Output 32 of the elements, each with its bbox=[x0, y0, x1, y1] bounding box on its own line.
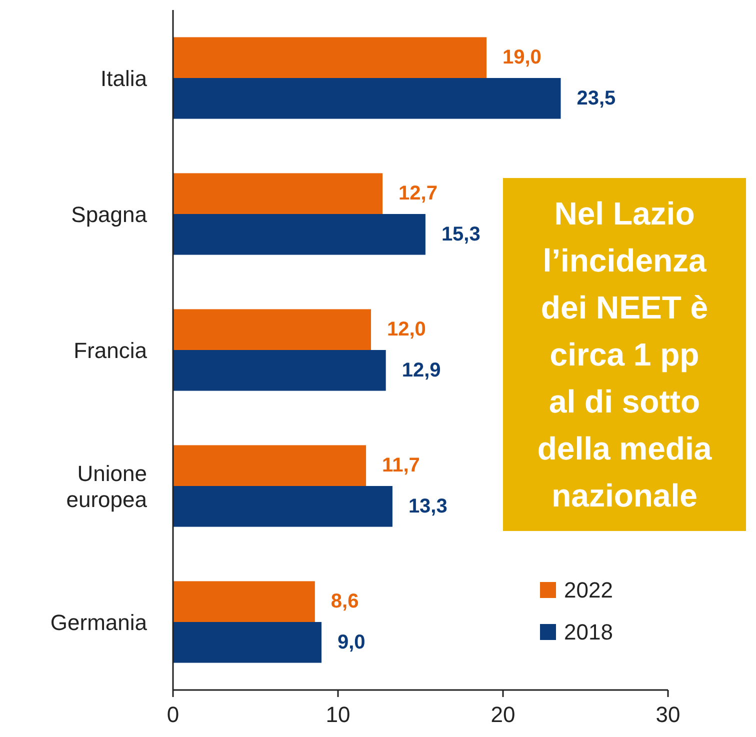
data-label: 9,0 bbox=[338, 631, 366, 654]
bar bbox=[173, 445, 366, 486]
bar bbox=[173, 214, 426, 255]
legend-label: 2022 bbox=[564, 578, 613, 602]
data-label: 8,6 bbox=[330, 590, 359, 613]
data-label: 12,0 bbox=[387, 318, 426, 341]
y-tick-label: Italia bbox=[100, 66, 148, 90]
x-tick-label: 0 bbox=[166, 702, 180, 727]
bar bbox=[173, 622, 322, 663]
bar bbox=[173, 173, 383, 214]
data-label: 12,7 bbox=[398, 182, 438, 205]
x-tick-label: 10 bbox=[326, 702, 350, 727]
bar bbox=[173, 78, 561, 119]
data-label: 11,7 bbox=[382, 454, 420, 477]
bar bbox=[173, 350, 386, 391]
y-tick-label: Unione europea bbox=[66, 460, 148, 512]
y-tick-label: Francia bbox=[74, 338, 148, 362]
data-label: 12,9 bbox=[402, 359, 441, 382]
data-label: 15,3 bbox=[441, 223, 480, 246]
annotation: Nel Lazio l’incidenza dei NEET è circa 1 pp al di sotto della media nazionale bbox=[537, 196, 712, 514]
y-tick-label: Germania bbox=[50, 610, 148, 634]
legend-label: 2018 bbox=[564, 620, 613, 644]
data-label: 23,5 bbox=[576, 87, 616, 110]
bar bbox=[173, 37, 486, 78]
x-tick-label: 30 bbox=[656, 702, 680, 727]
bar bbox=[173, 581, 315, 622]
data-label: 19,0 bbox=[502, 46, 542, 69]
bar bbox=[173, 486, 392, 527]
bar bbox=[173, 309, 371, 350]
x-tick-label: 20 bbox=[490, 702, 516, 727]
y-tick-label: Spagna bbox=[71, 202, 148, 226]
data-label: 13,3 bbox=[408, 495, 448, 518]
